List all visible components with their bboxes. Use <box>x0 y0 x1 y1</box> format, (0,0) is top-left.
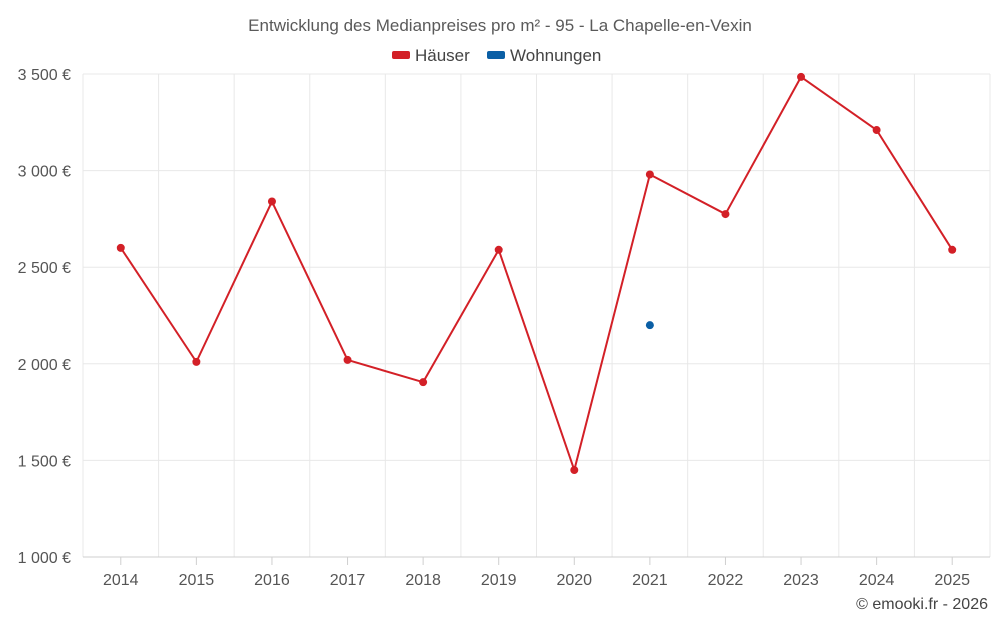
legend-swatch-haeuser <box>392 51 410 59</box>
y-tick-label: 3 500 € <box>18 67 71 84</box>
legend-swatch-wohnungen <box>487 51 505 59</box>
data-point-wohnungen[interactable] <box>645 321 654 330</box>
data-point-haeuser[interactable] <box>570 466 579 475</box>
x-tick-label: 2018 <box>405 572 441 589</box>
y-tick-label: 2 500 € <box>18 260 71 277</box>
x-tick-label: 2019 <box>481 572 517 589</box>
x-tick-label: 2020 <box>556 572 592 589</box>
x-axis: 2014 2015 2016 2017 2018 2019 2020 2021 2022 2023… <box>83 556 990 589</box>
x-tick-label: 2023 <box>783 572 819 589</box>
y-tick-label: 3 000 € <box>18 164 71 181</box>
data-point-haeuser[interactable] <box>872 126 881 135</box>
x-tick-label: 2024 <box>859 572 895 589</box>
y-tick-label: 1 500 € <box>18 453 71 470</box>
x-tick-label: 2017 <box>330 572 366 589</box>
y-tick-label: 1 000 € <box>18 550 71 567</box>
y-axis: 1 000 € 1 500 € 2 000 € 2 500 € 3 000 € 3 500… <box>18 67 71 567</box>
data-point-haeuser[interactable] <box>192 357 201 366</box>
legend: Häuser Wohnungen <box>392 46 601 65</box>
data-point-haeuser[interactable] <box>343 355 352 364</box>
data-point-haeuser[interactable] <box>645 170 654 179</box>
legend-item-haeuser[interactable]: Häuser <box>392 46 470 65</box>
chart-title: Entwicklung des Medianpreises pro m² - 9… <box>248 16 752 35</box>
credit: © emooki.fr - 2026 <box>856 596 988 613</box>
data-point-haeuser[interactable] <box>948 245 957 254</box>
legend-label-wohnungen: Wohnungen <box>510 46 601 65</box>
series <box>116 72 957 475</box>
x-tick-label: 2015 <box>179 572 215 589</box>
data-point-haeuser[interactable] <box>797 72 806 81</box>
legend-label-haeuser: Häuser <box>415 46 470 65</box>
data-point-haeuser[interactable] <box>267 197 276 206</box>
data-point-haeuser[interactable] <box>721 210 730 219</box>
x-tick-label: 2022 <box>708 572 744 589</box>
y-tick-label: 2 000 € <box>18 357 71 374</box>
data-point-haeuser[interactable] <box>494 245 503 254</box>
series-line-haeuser <box>119 75 954 472</box>
x-tick-label: 2014 <box>103 572 139 589</box>
data-point-haeuser[interactable] <box>419 378 428 387</box>
legend-item-wohnungen[interactable]: Wohnungen <box>487 46 601 65</box>
data-point-haeuser[interactable] <box>116 243 125 252</box>
x-tick-label: 2021 <box>632 572 668 589</box>
x-tick-label: 2025 <box>934 572 970 589</box>
x-tick-label: 2016 <box>254 572 290 589</box>
grid <box>82 73 991 558</box>
